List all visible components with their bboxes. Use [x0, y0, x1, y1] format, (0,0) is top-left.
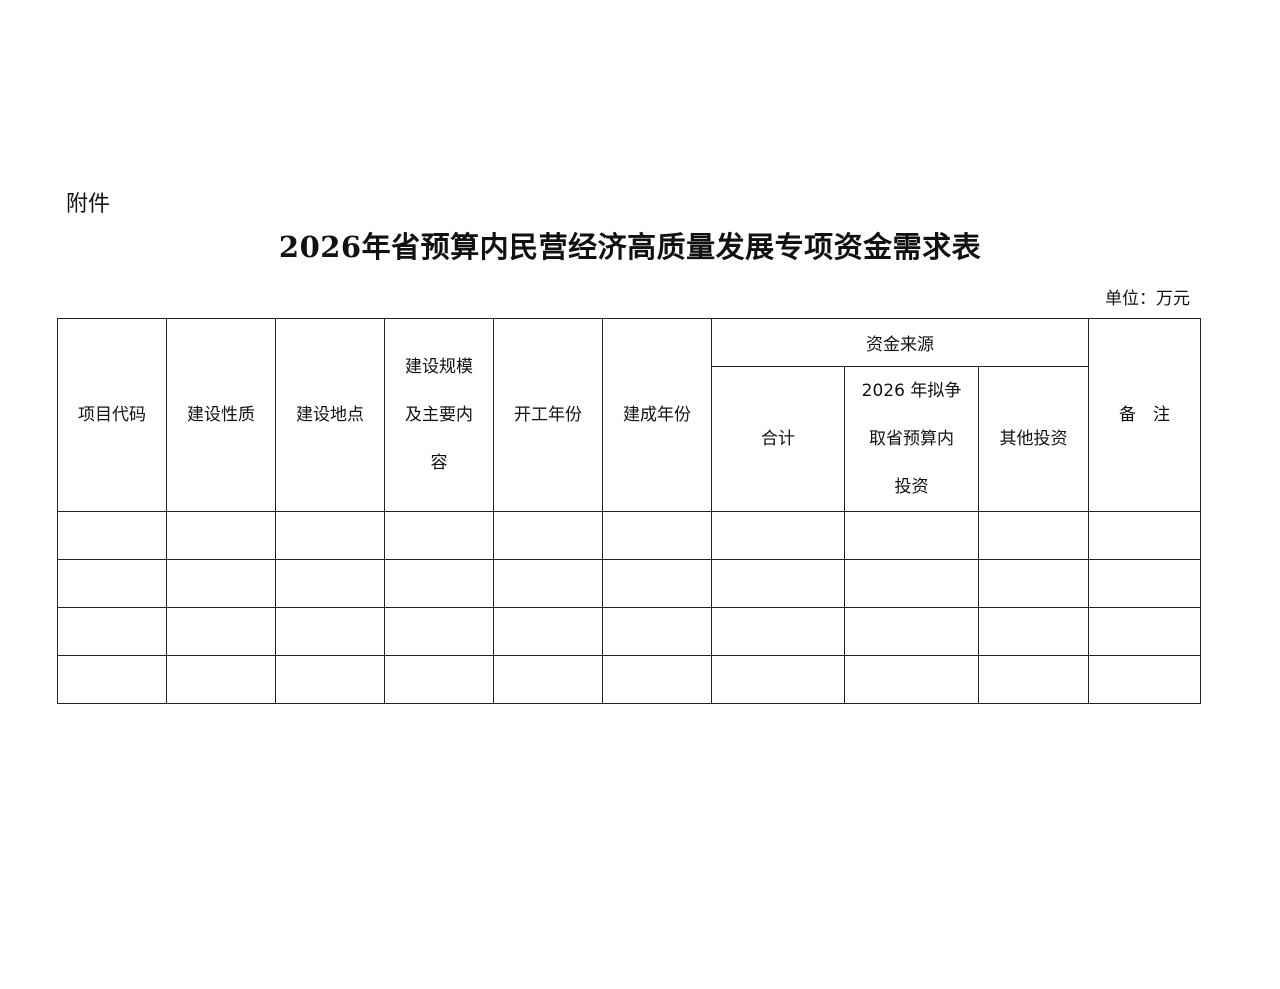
header-total: 合计 [711, 366, 845, 512]
header-text-line: 及主要内 [405, 405, 473, 425]
table-cell [166, 607, 276, 656]
header-text-line: 开工年份 [514, 405, 582, 425]
table-cell [166, 511, 276, 560]
header-completion-year: 建成年份 [602, 318, 712, 512]
table-cell [844, 559, 979, 608]
table-cell [275, 655, 385, 704]
table-cell [275, 607, 385, 656]
table-cell [384, 655, 494, 704]
table-cell [493, 607, 603, 656]
table-cell [602, 655, 712, 704]
table-cell [711, 511, 845, 560]
table-cell [275, 559, 385, 608]
table-cell [275, 511, 385, 560]
table-cell [978, 655, 1089, 704]
table-cell [384, 559, 494, 608]
header-start-year: 开工年份 [493, 318, 603, 512]
attachment-label: 附件 [66, 192, 111, 217]
header-project-code: 项目代码 [57, 318, 167, 512]
table-cell [57, 559, 167, 608]
table-cell [493, 655, 603, 704]
table-cell [602, 559, 712, 608]
table-row [57, 655, 1201, 704]
table-cell [166, 559, 276, 608]
header-scale-content: 建设规模 及主要内容 [384, 318, 494, 512]
header-text-line: 合计 [761, 429, 795, 449]
header-text-line: 项目代码 [78, 405, 146, 425]
table-cell [602, 511, 712, 560]
table-row [57, 511, 1201, 560]
header-construction-site: 建设地点 [275, 318, 385, 512]
table-cell [1088, 607, 1201, 656]
table-cell [493, 511, 603, 560]
table-cell [978, 607, 1089, 656]
header-text-line: 2026 年拟争 [861, 381, 962, 401]
table-cell [978, 559, 1089, 608]
header-text-line: 建设性质 [187, 405, 255, 425]
header-text-line: 建设地点 [296, 405, 364, 425]
table-cell [57, 511, 167, 560]
header-text-line: 其他投资 [999, 429, 1068, 449]
header-text-line: 建设规模 [405, 357, 473, 377]
table-cell [844, 655, 979, 704]
table-cell [1088, 511, 1201, 560]
table-cell [844, 607, 979, 656]
table-cell [493, 559, 603, 608]
header-text-line: 备 注 [1119, 405, 1170, 425]
header-remarks: 备 注 [1088, 318, 1201, 512]
table-cell [711, 607, 845, 656]
table-cell [57, 655, 167, 704]
table-cell [57, 607, 167, 656]
table-cell [384, 607, 494, 656]
table-cell [711, 559, 845, 608]
header-construction-nature: 建设性质 [166, 318, 276, 512]
header-provincial-budget: 2026 年拟争 取省预算内投资 [844, 366, 979, 512]
table-row [57, 559, 1201, 608]
funding-demand-table: 项目代码 建设性质 建设地点 建设规模 及主要内容 开工年份 建成年份 资金来源 … [57, 318, 1201, 704]
table-cell [166, 655, 276, 704]
header-other-investment: 其他投资 [978, 366, 1089, 512]
header-text-line: 建成年份 [623, 405, 691, 425]
unit-label: 单位：万元 [1105, 289, 1190, 309]
table-cell [711, 655, 845, 704]
header-text-line: 容 [430, 453, 448, 473]
document-title: 2026年省预算内民营经济高质量发展专项资金需求表 [278, 230, 982, 264]
table-row [57, 607, 1201, 656]
table-cell [844, 511, 979, 560]
table-cell [384, 511, 494, 560]
header-text-line: 取省预算内 [869, 429, 954, 449]
table-cell [1088, 559, 1201, 608]
table-cell [602, 607, 712, 656]
table-cell [1088, 655, 1201, 704]
header-funding-source: 资金来源 [711, 318, 1089, 367]
table-cell [978, 511, 1089, 560]
header-text-line: 投资 [894, 477, 929, 497]
